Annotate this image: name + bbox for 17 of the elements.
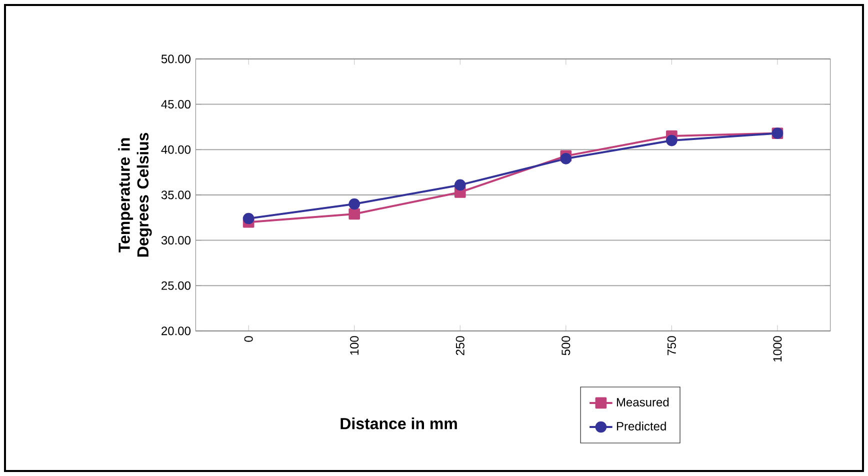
x-tick-label: 500: [562, 336, 570, 356]
y-tick-label: 50.00: [161, 54, 191, 64]
y-tick-label: 20.00: [162, 326, 191, 336]
legend-label: Measured: [616, 398, 669, 406]
y-tick-label: 35.00: [161, 190, 191, 200]
x-axis-title: Distance in mm: [340, 418, 457, 430]
y-tick-label: 40.00: [161, 145, 191, 154]
x-tick-label: 750: [667, 336, 676, 356]
legend-label: Predicted: [616, 422, 666, 430]
x-tick-label: 250: [456, 336, 464, 356]
x-tick-label: 100: [350, 336, 359, 355]
y-tick-label: 25.00: [162, 281, 191, 290]
y-axis-title: Temperature in Degrees Celsius: [118, 132, 152, 257]
y-tick-label: 30.00: [161, 236, 191, 245]
x-tick-label: 0: [244, 336, 253, 342]
y-tick-label: 45.00: [161, 100, 191, 109]
x-tick-label: 1000: [773, 336, 782, 362]
